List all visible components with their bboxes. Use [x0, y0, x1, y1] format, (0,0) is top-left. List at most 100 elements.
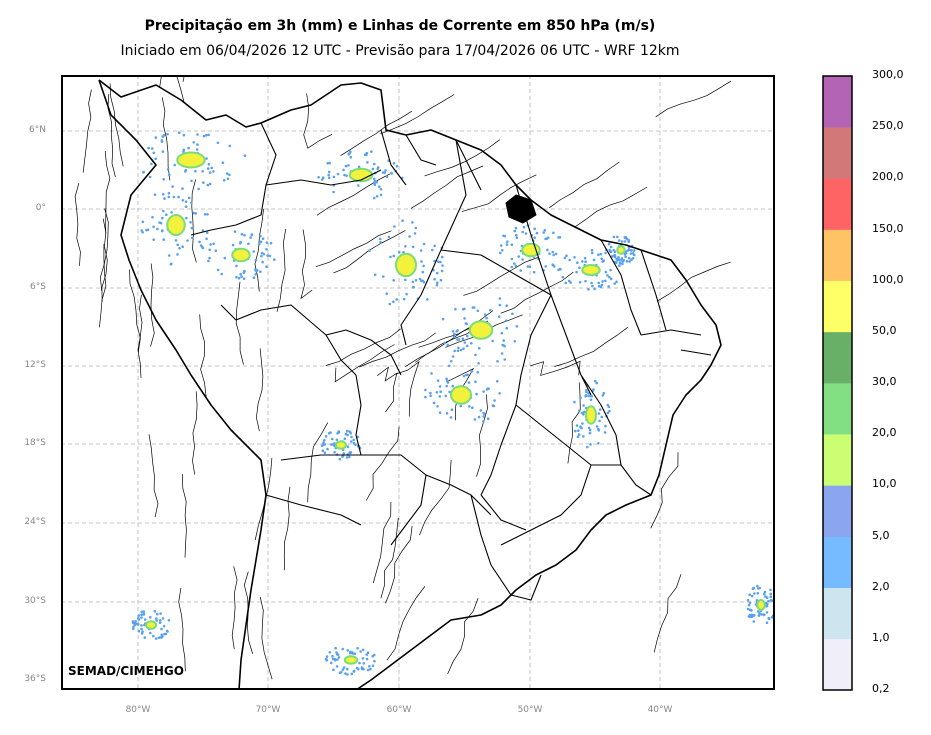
- precip-dot: [342, 452, 346, 455]
- precip-dot: [254, 269, 258, 273]
- precip-dot: [767, 599, 770, 603]
- precip-dot: [595, 381, 599, 385]
- precip-dot: [156, 612, 159, 616]
- precip-dot: [542, 231, 545, 234]
- precip-dot: [379, 188, 383, 191]
- precip-dot: [196, 143, 199, 146]
- precip-dot: [763, 590, 767, 594]
- precip-dot: [450, 360, 453, 363]
- precip-dot: [451, 355, 455, 358]
- precip-dot: [140, 229, 143, 232]
- precip-dot: [354, 443, 357, 447]
- precip-dot: [438, 411, 442, 415]
- colorbar-border: [822, 75, 853, 691]
- precip-dot: [533, 227, 536, 231]
- precip-dot: [152, 238, 155, 241]
- precip-dot: [181, 245, 184, 248]
- precip-dot: [369, 667, 372, 671]
- precip-dot: [597, 412, 601, 415]
- precip-dot: [389, 255, 392, 259]
- precip-dot: [595, 425, 599, 428]
- streamline: [235, 281, 244, 365]
- precip-dot: [769, 588, 772, 592]
- precip-dot: [606, 411, 610, 415]
- precip-dot: [325, 658, 329, 662]
- colorbar-label: 5,0: [872, 528, 890, 542]
- precip-dot: [610, 255, 614, 258]
- precip-dot: [335, 438, 339, 442]
- precip-dot: [578, 280, 582, 284]
- precip-dot: [159, 612, 162, 615]
- precip-dot: [471, 406, 474, 410]
- precip-dot: [384, 169, 387, 172]
- precip-dot: [191, 236, 194, 240]
- precip-dot: [165, 629, 169, 633]
- precip-dot: [589, 398, 593, 402]
- precip-dot: [436, 379, 440, 383]
- precip-dot: [449, 416, 453, 419]
- precip-dot: [349, 155, 353, 159]
- precip-dot: [436, 260, 440, 263]
- precip-dot: [372, 177, 376, 181]
- streamline: [99, 244, 107, 328]
- precip-dot: [491, 339, 495, 343]
- precip-dot: [470, 369, 474, 373]
- precip-dot: [559, 268, 562, 271]
- colorbar-label: 200,0: [872, 170, 904, 184]
- precip-dot: [254, 258, 258, 262]
- colorbar-segment: [823, 76, 852, 128]
- precip-dot: [324, 435, 328, 438]
- lon-label: 40°W: [647, 705, 673, 715]
- precip-dot: [585, 389, 588, 392]
- precip-dot: [372, 181, 376, 185]
- precip-dot: [190, 179, 193, 183]
- precip-dot: [769, 598, 773, 602]
- precip-dot: [454, 307, 457, 311]
- precip-dot: [329, 661, 333, 665]
- precip-dot: [402, 297, 406, 301]
- precip-dot: [492, 404, 496, 408]
- colorbar-label: 1,0: [872, 630, 890, 644]
- precip-dot: [260, 254, 263, 258]
- precip-dot: [617, 256, 620, 259]
- precip-dot: [154, 157, 157, 161]
- precip-dot: [208, 256, 211, 260]
- precip-dot: [143, 636, 147, 639]
- brazil-state-borders: [400, 139, 712, 546]
- streamline: [380, 94, 455, 135]
- precip-dot: [452, 335, 456, 339]
- precip-dot: [194, 169, 197, 173]
- precip-dot: [395, 298, 399, 301]
- precip-dot: [189, 221, 192, 224]
- precip-dot: [552, 253, 555, 257]
- precip-dot: [422, 264, 425, 268]
- precip-dot: [440, 269, 444, 273]
- precip-dot: [137, 618, 141, 621]
- precip-dot: [171, 185, 174, 188]
- precip-dot: [599, 252, 603, 256]
- precip-dot: [431, 248, 434, 252]
- streamline: [100, 208, 109, 292]
- precip-dot: [397, 251, 401, 254]
- precip-dot: [346, 433, 349, 437]
- precip-dot: [382, 275, 385, 278]
- precip-dot: [500, 331, 504, 335]
- colorbar-label: 20,0: [872, 426, 897, 440]
- streamline: [461, 174, 537, 212]
- precip-dot: [249, 236, 252, 239]
- precip-dot: [160, 627, 163, 631]
- precip-dot: [609, 277, 613, 281]
- precip-dot: [750, 594, 754, 598]
- streamline: [380, 517, 399, 599]
- precip-dot: [186, 239, 189, 242]
- precip-dot: [162, 624, 166, 628]
- precip-dot: [753, 614, 756, 617]
- lon-label: 50°W: [517, 705, 543, 715]
- precip-dot: [519, 269, 522, 272]
- precip-dot: [207, 259, 210, 263]
- precip-dot: [167, 191, 171, 195]
- precip-dot: [747, 603, 751, 607]
- precip-dot: [582, 404, 585, 407]
- streamlines: [74, 75, 732, 680]
- precip-dot: [552, 231, 555, 235]
